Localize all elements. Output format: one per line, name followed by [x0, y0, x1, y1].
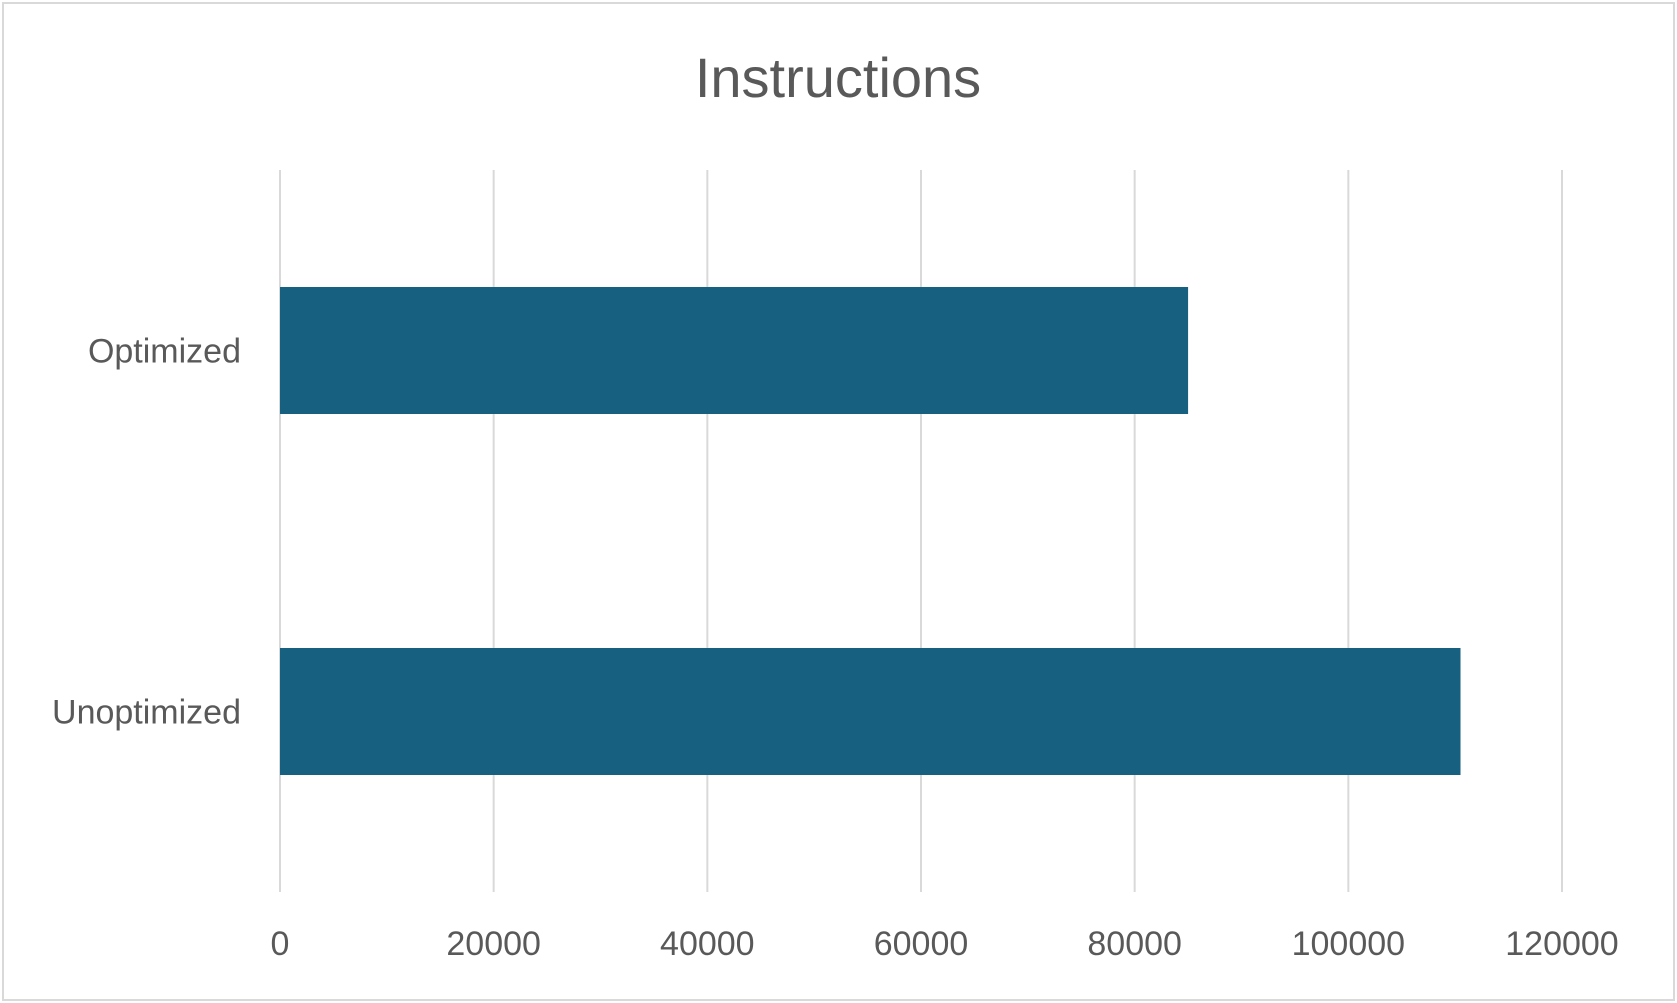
- category-label-optimized: Optimized: [88, 333, 241, 371]
- bar-unoptimized: [280, 648, 1461, 775]
- x-tick-label: 60000: [874, 925, 969, 963]
- category-label-unoptimized: Unoptimized: [52, 694, 241, 732]
- x-tick-label: 80000: [1087, 925, 1182, 963]
- chart-title: Instructions: [695, 46, 981, 109]
- x-tick-label: 120000: [1505, 925, 1618, 963]
- x-tick-label: 20000: [446, 925, 541, 963]
- x-axis-tick-labels: 0 20000 40000 60000 80000 100000 120000: [271, 925, 1619, 963]
- x-tick-label: 40000: [660, 925, 755, 963]
- x-tick-label: 100000: [1292, 925, 1405, 963]
- gridlines: [279, 170, 1563, 892]
- bar-optimized: [280, 287, 1189, 414]
- y-axis-category-labels: Optimized Unoptimized: [52, 333, 241, 732]
- x-tick-label: 0: [271, 925, 290, 963]
- bars: [280, 287, 1461, 775]
